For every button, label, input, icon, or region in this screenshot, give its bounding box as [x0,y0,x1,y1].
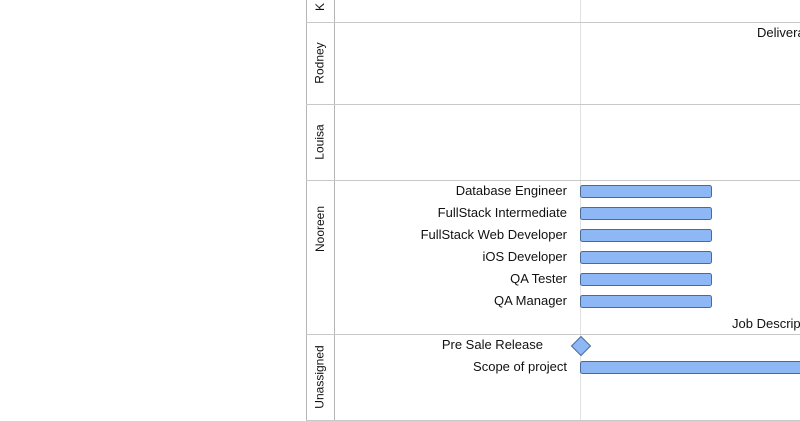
task-bar-fullstack-web-developer[interactable] [580,229,712,242]
lane-label-rodney: Rodney [313,42,327,84]
task-label-qa-manager[interactable]: QA Manager [494,293,567,308]
milestone-pre-sale-release[interactable] [570,335,592,357]
lane-label-unassigned: Unassigned [313,345,327,409]
task-label-qa-tester[interactable]: QA Tester [510,271,567,286]
lane-label-k: K [312,2,327,12]
floating-label-deliverables: Delivera [757,25,800,40]
task-bar-ios-developer[interactable] [580,251,712,264]
task-label-fullstack-web-developer[interactable]: FullStack Web Developer [420,227,567,242]
task-label-pre-sale-release[interactable]: Pre Sale Release [441,337,543,352]
lane-label-louisa: Louisa [313,124,327,160]
floating-label-job-description: Job Descrip [732,316,800,331]
task-bar-qa-tester[interactable] [580,273,712,286]
task-bar-qa-manager[interactable] [580,295,712,308]
task-label-fullstack-intermediate[interactable]: FullStack Intermediate [437,205,567,220]
lane-label-nooreen: Nooreen [313,205,327,253]
task-bar-fullstack-intermediate[interactable] [580,207,712,220]
task-label-scope-of-project[interactable]: Scope of project [473,359,567,374]
task-bar-scope-of-project[interactable] [580,361,800,374]
task-bar-database-engineer[interactable] [580,185,712,198]
task-label-database-engineer[interactable]: Database Engineer [455,183,567,198]
task-label-ios-developer[interactable]: iOS Developer [482,249,567,264]
